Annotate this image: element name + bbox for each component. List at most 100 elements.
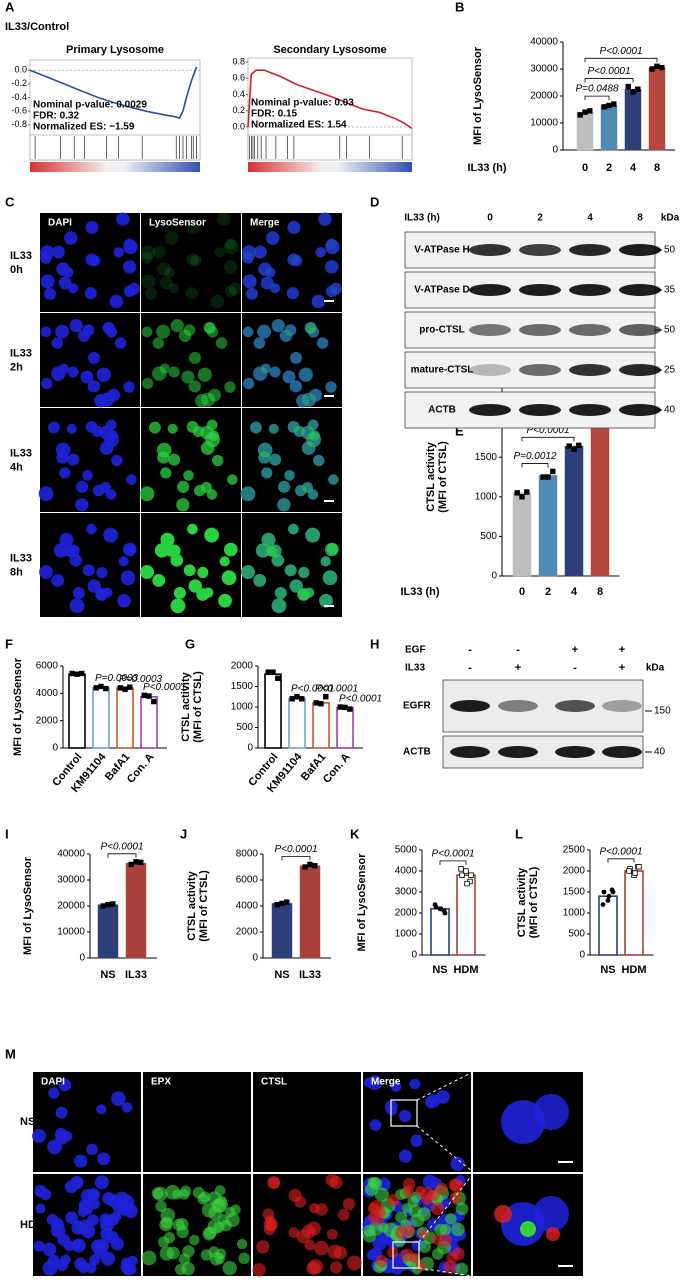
cell	[120, 570, 136, 586]
data-point	[577, 112, 583, 118]
x-tick-label: HDM	[621, 964, 646, 976]
y-tick-label: 1500	[231, 681, 254, 692]
cell	[367, 1202, 380, 1215]
cell	[144, 287, 157, 300]
data-point	[279, 900, 285, 907]
panel-letter: H	[370, 636, 379, 651]
p-value: P<0.0001	[587, 66, 630, 77]
cell	[102, 321, 115, 334]
cell	[64, 546, 75, 557]
cell	[242, 326, 254, 338]
cell	[87, 579, 101, 593]
data-point	[79, 670, 85, 677]
cell	[260, 363, 271, 374]
data-point	[601, 104, 607, 110]
y-tick-label: 0.8	[232, 56, 245, 66]
blot-band	[555, 746, 595, 758]
data-point	[294, 694, 300, 700]
blot-band	[469, 404, 511, 416]
cell	[159, 1246, 174, 1261]
cell	[71, 1220, 86, 1235]
x-tick-label: 0	[582, 162, 588, 174]
cell	[183, 324, 196, 336]
cell	[289, 351, 302, 364]
cell	[76, 480, 89, 493]
row-label: IL33	[10, 347, 32, 359]
y-tick-label: 8000	[236, 849, 259, 860]
cell	[33, 1240, 45, 1252]
cell	[101, 1251, 116, 1266]
cell	[320, 556, 331, 567]
stat-text: Normalized ES: −1.59	[33, 122, 135, 133]
cell	[318, 212, 332, 226]
data-point	[274, 902, 280, 908]
cell	[173, 586, 186, 600]
data-point	[127, 684, 133, 690]
cell	[210, 294, 225, 309]
y-tick-label: 10000	[530, 118, 558, 129]
cell	[186, 220, 200, 234]
sig-bracket	[521, 436, 575, 442]
data-point	[313, 700, 319, 706]
cell	[306, 1221, 321, 1236]
data-point	[606, 102, 612, 109]
data-point	[514, 490, 520, 496]
cell	[296, 393, 310, 408]
cell	[291, 255, 303, 267]
data-point	[587, 108, 593, 114]
condition-label: IL33	[405, 663, 425, 674]
cell	[449, 1192, 462, 1204]
blot-band	[569, 284, 611, 296]
blot-band	[519, 244, 561, 256]
bar	[430, 907, 450, 956]
sig-bracket	[584, 78, 634, 83]
bar	[264, 673, 282, 749]
y-tick-label: -0.8	[11, 119, 27, 129]
bar	[312, 702, 330, 749]
x-tick-label: NS	[100, 969, 115, 981]
data-point	[307, 861, 313, 868]
cell	[118, 556, 129, 567]
cell-group	[33, 1175, 138, 1276]
cell	[366, 1249, 378, 1261]
blot-band	[555, 700, 595, 712]
cell	[223, 542, 238, 557]
blot-row-label: V-ATPase D	[414, 285, 469, 296]
cell	[180, 1185, 192, 1197]
kda-marker: 150	[654, 706, 671, 717]
panel-letter: L	[515, 826, 523, 841]
column-label: Merge	[250, 218, 280, 229]
lane-sign: +	[572, 644, 578, 656]
cell	[116, 212, 130, 226]
sig-bracket	[607, 858, 635, 863]
blot-band	[569, 364, 611, 376]
cell	[298, 367, 313, 382]
x-tick-label: HDM	[453, 964, 478, 976]
lane-sign: -	[468, 644, 472, 656]
blot-row-label: ACTB	[428, 405, 456, 416]
cell	[84, 287, 97, 300]
cell	[40, 274, 55, 289]
lane-sign: -	[573, 662, 577, 674]
cell	[48, 421, 60, 434]
panel-letter: E	[455, 423, 464, 438]
cell	[35, 1203, 46, 1214]
cell	[32, 1128, 46, 1143]
y-tick-label: 0	[491, 571, 497, 582]
cell	[174, 1263, 187, 1276]
cell	[94, 393, 108, 408]
data-point	[270, 669, 276, 675]
cell	[155, 1200, 167, 1212]
y-tick-label: 0.6	[232, 73, 245, 83]
p-value: P<0.0001	[143, 682, 186, 693]
cell	[298, 566, 310, 579]
cell	[328, 474, 339, 485]
cell	[265, 231, 280, 245]
cell	[63, 231, 78, 245]
cell	[325, 239, 340, 255]
cell-group	[494, 1196, 569, 1246]
cell	[67, 366, 79, 378]
cell	[269, 366, 281, 378]
cell	[452, 1247, 465, 1261]
cell	[157, 262, 171, 276]
